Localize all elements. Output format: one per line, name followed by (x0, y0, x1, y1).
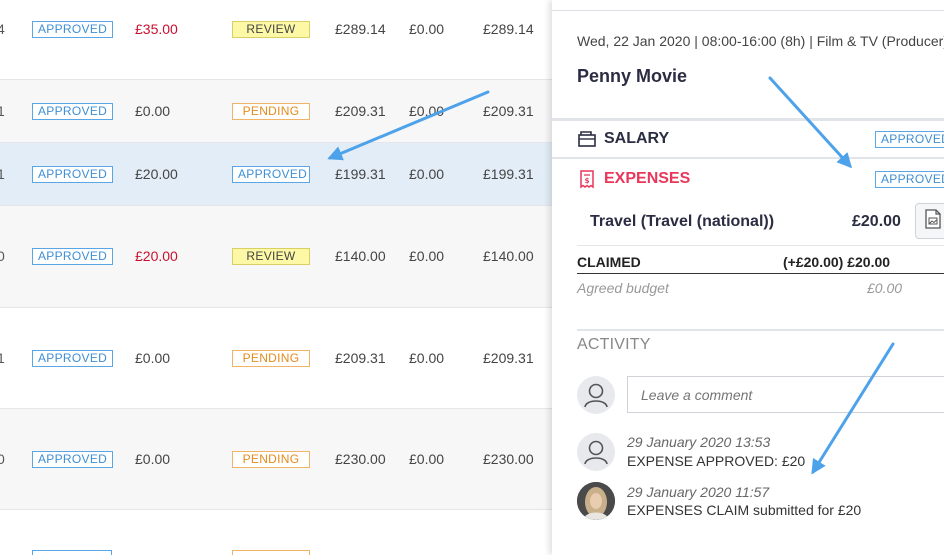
agreed-budget-value: £0.00 (867, 280, 903, 296)
row-id: 1 (0, 350, 5, 366)
expense-status-badge[interactable]: APPROVED (232, 165, 310, 183)
total-amount: £199.31 (335, 166, 386, 182)
expenses-amount: £20.00 (135, 248, 178, 264)
claim-divider (577, 245, 944, 246)
due-amount: £140.00 (483, 248, 534, 264)
due-amount: £199.31 (483, 166, 534, 182)
table-row[interactable]: 1 APPROVED £0.00 PENDING £209.31 £0.00 £… (0, 80, 552, 143)
due-amount: £230.00 (483, 451, 534, 467)
table-row[interactable]: 4 APPROVED £35.00 REVIEW £289.14 £0.00 £… (0, 0, 552, 80)
activity-timestamp: 29 January 2020 13:53 (627, 434, 771, 450)
row-id: 1 (0, 103, 5, 119)
expenses-amount: £0.00 (135, 350, 171, 366)
total-amount: £140.00 (335, 248, 386, 264)
claimed-underline (577, 273, 944, 274)
expense-status-badge[interactable]: PENDING (232, 450, 310, 468)
activity-heading: ACTIVITY (577, 336, 651, 353)
user-photo-avatar (577, 482, 615, 520)
status-badge: APPROVED (32, 247, 114, 265)
total-amount: £230.00 (335, 451, 386, 467)
due-amount: £209.31 (483, 103, 534, 119)
activity-text: EXPENSES CLAIM submitted for £20 (627, 502, 862, 518)
activity-text: EXPENSE APPROVED: £20 (627, 453, 806, 469)
paid-amount: £0.00 (409, 166, 445, 182)
avatar (577, 433, 615, 471)
table-row[interactable]: 0 APPROVED £20.00 REVIEW £140.00 £0.00 £… (0, 206, 552, 308)
agreed-budget-label: Agreed budget (577, 280, 669, 296)
status-badge-partial (32, 550, 112, 555)
expense-line-item-name: Travel (Travel (national)) (590, 213, 775, 230)
expense-status-badge-partial (232, 550, 310, 555)
paid-amount: £0.00 (409, 451, 445, 467)
due-amount: £289.14 (483, 20, 534, 37)
status-badge: APPROVED (32, 165, 114, 183)
paid-amount: £0.00 (409, 20, 445, 37)
salary-section-header[interactable]: SALARY (577, 129, 669, 149)
row-id: 0 (0, 248, 5, 264)
claimed-label: CLAIMED (577, 254, 641, 270)
receipt-file-button[interactable] (915, 203, 944, 239)
row-id: 0 (0, 451, 5, 467)
table-row-selected[interactable]: 1 APPROVED £20.00 APPROVED £199.31 £0.00… (0, 143, 552, 206)
status-badge: APPROVED (32, 102, 114, 120)
section-divider (577, 329, 944, 331)
shift-meta: Wed, 22 Jan 2020 | 08:00-16:00 (8h) | Fi… (577, 33, 944, 49)
wallet-icon (577, 129, 597, 149)
expense-status-badge[interactable]: PENDING (232, 349, 310, 367)
receipt-icon: $ (577, 169, 597, 189)
expense-line-item-amount: £20.00 (852, 213, 901, 230)
panel-top-divider (552, 10, 944, 11)
section-divider (552, 118, 944, 121)
expenses-amount: £20.00 (135, 166, 178, 182)
expenses-label: EXPENSES (604, 170, 691, 187)
comment-input[interactable] (627, 376, 944, 413)
due-amount: £209.31 (483, 350, 534, 366)
page-title: Penny Movie (577, 66, 688, 86)
expense-status-badge[interactable]: REVIEW (232, 20, 310, 38)
section-divider (552, 157, 944, 159)
paid-amount: £0.00 (409, 248, 445, 264)
table-row[interactable]: 0 APPROVED £0.00 PENDING £230.00 £0.00 £… (0, 409, 552, 510)
row-id: 1 (0, 166, 5, 182)
table-row-partial[interactable] (0, 510, 552, 555)
status-badge: APPROVED (32, 450, 114, 468)
status-badge: APPROVED (32, 20, 114, 38)
expenses-amount: £35.00 (135, 20, 178, 37)
paid-amount: £0.00 (409, 350, 445, 366)
status-badge: APPROVED (32, 349, 114, 367)
expense-status-badge[interactable]: REVIEW (232, 247, 310, 265)
salary-status-badge: APPROVED (875, 131, 944, 148)
salary-label: SALARY (604, 130, 670, 147)
shift-detail-panel: Wed, 22 Jan 2020 | 08:00-16:00 (8h) | Fi… (552, 0, 944, 555)
claimed-value: (+£20.00) £20.00 (783, 254, 891, 270)
activity-timestamp: 29 January 2020 11:57 (627, 484, 770, 500)
total-amount: £209.31 (335, 350, 386, 366)
expenses-section-header[interactable]: $ EXPENSES (577, 169, 690, 189)
paid-amount: £0.00 (409, 103, 445, 119)
expense-status-badge[interactable]: PENDING (232, 102, 310, 120)
svg-text:$: $ (585, 177, 590, 185)
total-amount: £289.14 (335, 20, 386, 37)
expenses-amount: £0.00 (135, 103, 171, 119)
table-row[interactable]: 1 APPROVED £0.00 PENDING £209.31 £0.00 £… (0, 308, 552, 409)
total-amount: £209.31 (335, 103, 386, 119)
avatar (577, 376, 615, 414)
image-file-icon (924, 208, 942, 234)
timesheet-table: 4 APPROVED £35.00 REVIEW £289.14 £0.00 £… (0, 0, 552, 555)
expenses-status-badge: APPROVED (875, 171, 944, 188)
expenses-amount: £0.00 (135, 451, 171, 467)
row-id: 4 (0, 20, 5, 37)
